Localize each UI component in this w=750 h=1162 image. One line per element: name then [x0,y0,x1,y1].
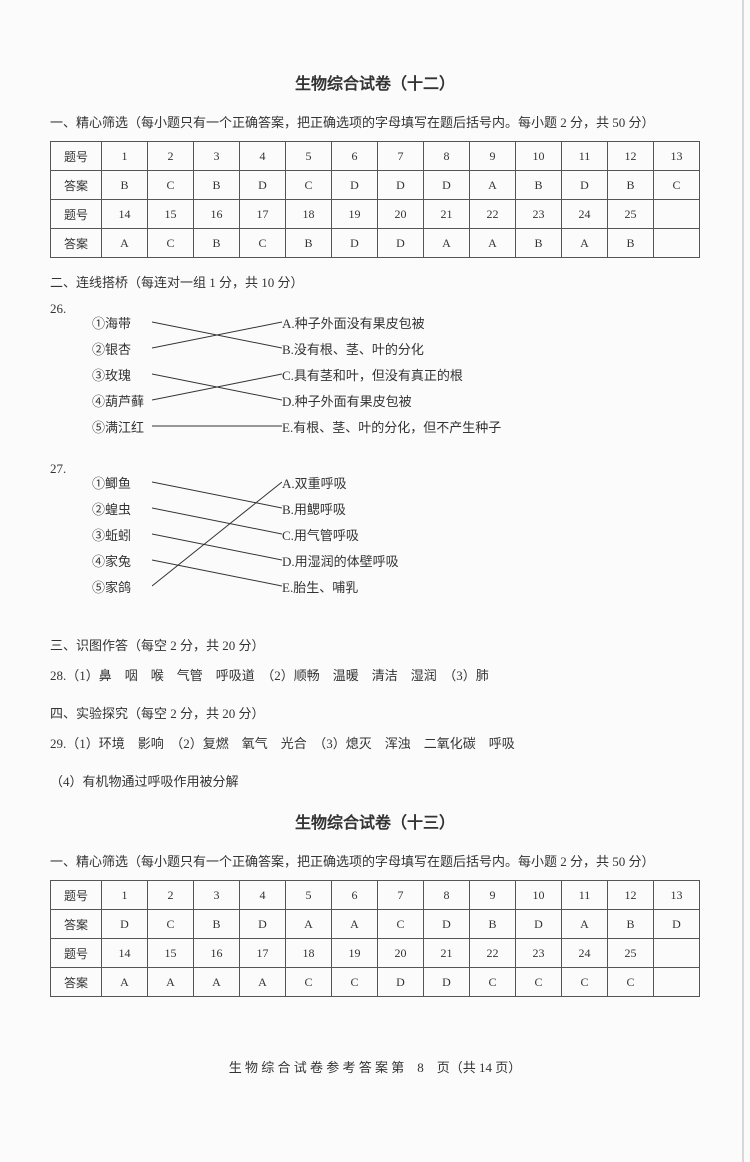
row-label: 答案 [51,968,102,997]
match-left: ③玫瑰 [92,365,152,384]
match-right: B.没有根、茎、叶的分化 [282,339,700,358]
match-row: ②蝗虫 B.用鳃呼吸 [92,495,700,521]
table-row: 答案BCBDCDDDABDBC [51,171,700,200]
match-right: E.有根、茎、叶的分化，但不产生种子 [282,417,700,436]
match-right: A.种子外面没有果皮包被 [282,313,700,332]
page-footer: 生 物 综 合 试 卷 参 考 答 案 第 8 页（共 14 页） [50,1057,700,1076]
paper13-title: 生物综合试卷（十三） [50,809,700,833]
match-left: ②银杏 [92,339,152,358]
q27-number: 27. [50,461,74,621]
table-row: 题号12345678910111213 [51,881,700,910]
table-row: 题号141516171819202122232425 [51,200,700,229]
row-label: 答案 [51,910,102,939]
match-left: ①海带 [92,313,152,332]
p12-section3-head: 三、识图作答（每空 2 分，共 20 分） [50,635,700,654]
q28-text: 28.（1）鼻 咽 喉 气管 呼吸道 （2）顺畅 温暖 清洁 湿润 （3）肺 [50,664,700,689]
paper12-title: 生物综合试卷（十二） [50,70,700,94]
match-row: ④家兔 D.用湿润的体壁呼吸 [92,547,700,573]
row-label: 答案 [51,229,102,258]
match-left: ④葫芦藓 [92,391,152,410]
match-row: ①鲫鱼 A.双重呼吸 [92,469,700,495]
table-row: 答案AAAACCDDCCCC [51,968,700,997]
match-left: ⑤满江红 [92,417,152,436]
p13-answer-table: 题号12345678910111213 答案DCBDAACDBDABD 题号14… [50,880,700,997]
match-left: ②蝗虫 [92,499,152,518]
table-row: 答案DCBDAACDBDABD [51,910,700,939]
match-left: ③蚯蚓 [92,525,152,544]
match-left: ①鲫鱼 [92,473,152,492]
table-row: 题号12345678910111213 [51,142,700,171]
match-row: ③玫瑰 C.具有茎和叶，但没有真正的根 [92,361,700,387]
q29-text-b: （4）有机物通过呼吸作用被分解 [50,770,700,795]
match-right: D.种子外面有果皮包被 [282,391,700,410]
q29-text-a: 29.（1）环境 影响 （2）复燃 氧气 光合 （3）熄灭 浑浊 二氧化碳 呼吸 [50,732,700,757]
match-right: B.用鳃呼吸 [282,499,700,518]
q27-match: ①鲫鱼 A.双重呼吸 ②蝗虫 B.用鳃呼吸 ③蚯蚓 C.用气管呼吸 ④家兔 D.用湿润的体壁呼… [92,469,700,599]
match-left: ⑤家鸽 [92,577,152,596]
row-label: 题号 [51,200,102,229]
q26-number: 26. [50,301,74,461]
match-row: ②银杏 B.没有根、茎、叶的分化 [92,335,700,361]
match-right: C.用气管呼吸 [282,525,700,544]
match-right: E.胎生、哺乳 [282,577,700,596]
table-row: 题号141516171819202122232425 [51,939,700,968]
match-row: ①海带 A.种子外面没有果皮包被 [92,309,700,335]
p12-section2-head: 二、连线搭桥（每连对一组 1 分，共 10 分） [50,272,700,291]
p12-section4-head: 四、实验探究（每空 2 分，共 20 分） [50,703,700,722]
match-row: ⑤满江红 E.有根、茎、叶的分化，但不产生种子 [92,413,700,439]
p12-answer-table: 题号12345678910111213 答案BCBDCDDDABDBC 题号14… [50,141,700,258]
table-row: 答案ACBCBDDAABAB [51,229,700,258]
row-label: 题号 [51,881,102,910]
match-row: ③蚯蚓 C.用气管呼吸 [92,521,700,547]
q26-match: ①海带 A.种子外面没有果皮包被 ②银杏 B.没有根、茎、叶的分化 ③玫瑰 C.具有茎和叶… [92,309,700,439]
row-label: 答案 [51,171,102,200]
row-label: 题号 [51,939,102,968]
match-right: D.用湿润的体壁呼吸 [282,551,700,570]
p12-section1-head: 一、精心筛选（每小题只有一个正确答案，把正确选项的字母填写在题后括号内。每小题 … [50,112,700,131]
match-right: A.双重呼吸 [282,473,700,492]
match-left: ④家兔 [92,551,152,570]
row-label: 题号 [51,142,102,171]
match-right: C.具有茎和叶，但没有真正的根 [282,365,700,384]
p13-section1-head: 一、精心筛选（每小题只有一个正确答案，把正确选项的字母填写在题后括号内。每小题 … [50,851,700,870]
match-row: ④葫芦藓 D.种子外面有果皮包被 [92,387,700,413]
match-row: ⑤家鸽 E.胎生、哺乳 [92,573,700,599]
